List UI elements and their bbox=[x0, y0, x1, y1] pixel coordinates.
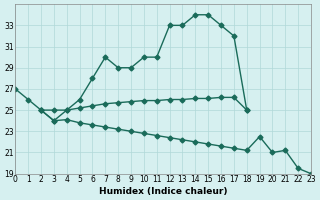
X-axis label: Humidex (Indice chaleur): Humidex (Indice chaleur) bbox=[99, 187, 228, 196]
